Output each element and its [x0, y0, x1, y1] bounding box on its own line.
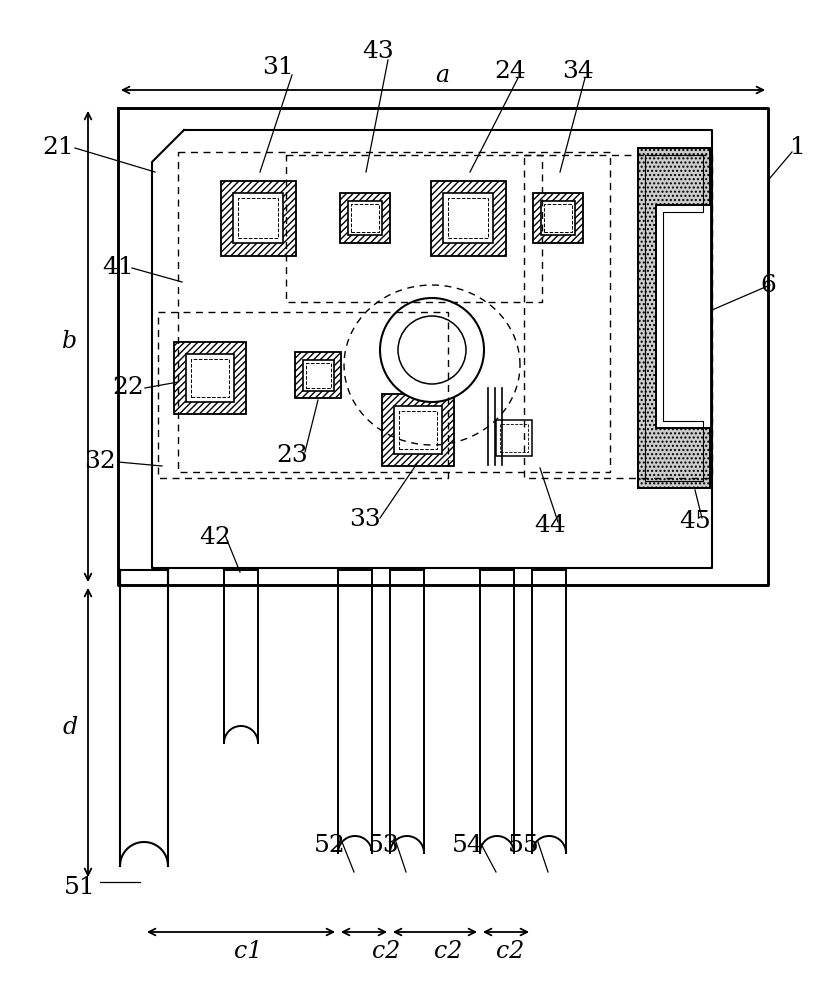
Text: 51: 51 — [64, 876, 96, 900]
Text: 32: 32 — [84, 450, 116, 474]
Bar — [238, 198, 278, 238]
Bar — [394, 406, 442, 454]
Text: c1: c1 — [234, 940, 262, 964]
Text: 55: 55 — [508, 834, 540, 856]
Bar — [430, 180, 505, 255]
Bar — [544, 204, 572, 232]
Text: 53: 53 — [368, 834, 400, 856]
Text: 23: 23 — [276, 444, 307, 466]
Text: 42: 42 — [199, 526, 231, 550]
Bar — [496, 420, 532, 456]
Bar — [220, 180, 296, 255]
Bar — [220, 180, 296, 255]
Bar — [638, 148, 710, 488]
Bar — [174, 342, 246, 414]
Bar — [533, 193, 583, 243]
Bar — [351, 204, 379, 232]
Bar — [382, 394, 454, 466]
Text: 21: 21 — [42, 136, 74, 159]
Bar — [174, 342, 246, 414]
Text: 6: 6 — [760, 273, 776, 296]
Bar — [500, 424, 528, 452]
Text: c2: c2 — [434, 940, 462, 964]
Bar — [382, 394, 454, 466]
Bar — [448, 198, 488, 238]
Bar — [656, 205, 710, 428]
Bar — [340, 193, 390, 243]
Bar — [186, 354, 234, 402]
Text: c2: c2 — [496, 940, 524, 964]
Text: 33: 33 — [349, 508, 381, 532]
Bar — [348, 201, 382, 235]
Bar — [399, 411, 437, 449]
Bar — [533, 193, 583, 243]
Text: 1: 1 — [790, 136, 806, 159]
Text: a: a — [435, 64, 449, 87]
Bar — [340, 193, 390, 243]
Text: 24: 24 — [494, 60, 526, 84]
Bar — [430, 180, 505, 255]
Circle shape — [398, 316, 466, 384]
Bar — [191, 359, 229, 397]
Bar — [541, 201, 575, 235]
Bar — [295, 352, 341, 398]
Bar — [302, 360, 333, 390]
Text: 54: 54 — [452, 834, 484, 856]
Text: 45: 45 — [679, 510, 711, 534]
Text: c2: c2 — [372, 940, 400, 964]
Text: d: d — [62, 716, 77, 740]
Text: 43: 43 — [362, 40, 394, 64]
Circle shape — [380, 298, 484, 402]
Bar — [295, 352, 341, 398]
Text: 52: 52 — [314, 834, 346, 856]
Text: 22: 22 — [112, 376, 144, 399]
Text: 44: 44 — [534, 514, 566, 536]
Text: 34: 34 — [562, 60, 594, 84]
Bar — [443, 193, 493, 243]
Bar — [233, 193, 283, 243]
Bar — [306, 362, 331, 387]
Text: 31: 31 — [263, 56, 294, 80]
Text: 41: 41 — [102, 256, 134, 279]
Text: b: b — [62, 330, 77, 354]
